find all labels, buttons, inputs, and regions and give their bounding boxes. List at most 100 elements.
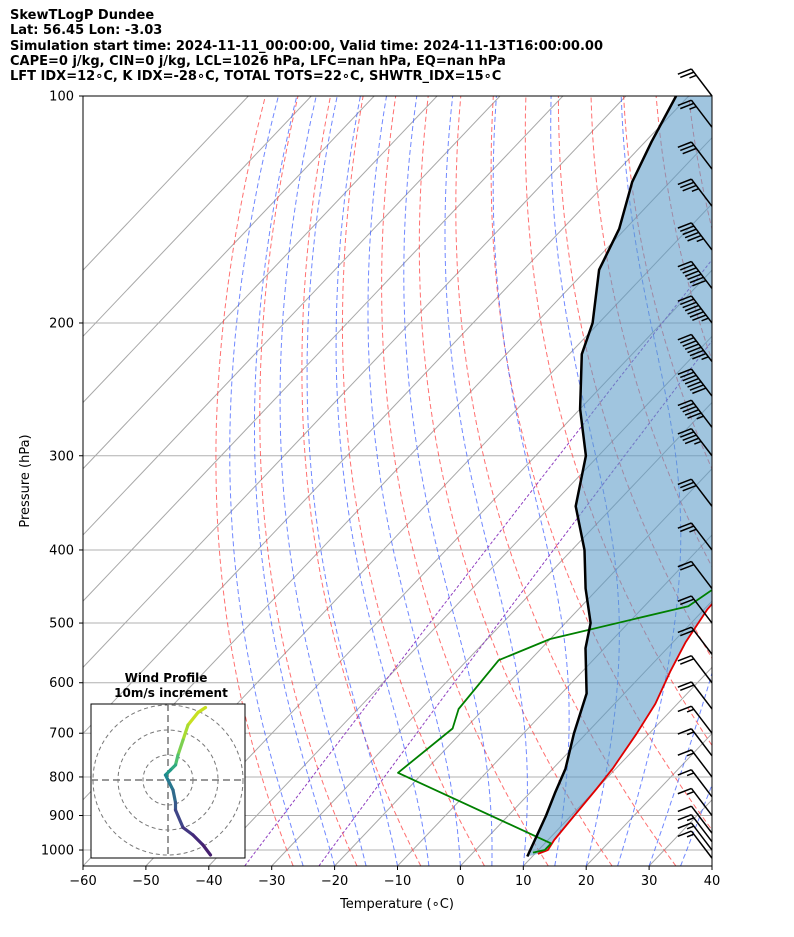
wind-barbs [677,68,713,859]
barb-flag [677,728,692,735]
sounding-profiles [397,96,712,858]
dry-adiabat [786,96,794,866]
wind-barb [677,99,713,128]
wind-barb [677,595,713,624]
x-tick-label: −50 [132,874,159,889]
hodograph-trace-segment [173,808,185,830]
x-tick-label: 10 [515,874,532,889]
wind-barb [677,478,713,507]
barb-flag [677,478,692,486]
wind-barb [677,368,713,397]
barb-staff [690,728,713,757]
isotherm-line [83,96,249,271]
y-tick-label: 900 [49,809,74,824]
mixing-ratio-line [244,258,712,866]
isotherm-line [711,865,712,866]
isotherm-line [334,468,712,866]
isotherm-line [83,96,438,470]
hodograph-inset: Wind Profile 10m/s increment [90,671,246,859]
barb-flag [684,409,699,416]
barb-staff [690,399,713,428]
barb-flag [684,304,699,312]
barb-flag [677,260,692,268]
y-tick-label: 100 [49,90,74,105]
moist-adiabat [492,96,570,866]
barb-flag [680,598,695,606]
barb-flag [677,654,692,662]
barb-flag [680,144,695,152]
y-axis-label: Pressure (hPa) [18,434,33,527]
wind-barb [677,178,713,207]
y-tick-label: 500 [49,617,74,632]
barb-flag [682,184,697,192]
x-tick-label: −30 [258,874,285,889]
barb-half-flag [689,528,697,533]
dry-adiabat [524,96,712,747]
isotherm-line [83,96,564,602]
moist-adiabat [335,96,430,866]
barb-staff [690,368,713,397]
barb-flag [677,141,692,148]
x-tick-label: 0 [456,874,464,889]
temperature-deficit-shading [527,96,712,857]
barb-flag [689,311,704,318]
barb-half-flag [689,105,697,110]
barb-flag [687,346,702,354]
barb-flag [677,626,692,634]
barb-flag [677,705,692,713]
barb-flag [680,431,695,438]
barb-half-flag [701,356,709,361]
barb-half-flag [686,833,695,838]
dry-adiabat [490,96,712,831]
hodograph-title: Wind Profile [125,671,208,685]
barb-flag [684,270,699,277]
moist-adiabat [680,783,712,866]
x-tick-label: −20 [321,874,348,889]
x-tick-label: −40 [195,874,222,889]
barb-flag [677,522,692,529]
barb-flag [677,822,692,829]
barb-flag [680,481,695,489]
moist-adiabat [744,96,794,866]
hodograph-trace-segment [191,833,205,847]
dry-adiabat [381,96,549,866]
y-tick-label: 200 [49,316,74,331]
barb-flag [677,595,692,602]
barb-half-flag [694,440,702,445]
sim-times: Simulation start time: 2024-11-11_00:00:… [10,38,603,54]
barb-staff [690,655,713,684]
barb-flag [682,301,697,309]
barb-flag [677,813,692,821]
moist-adiabat [367,96,461,866]
barb-flag [680,225,695,233]
barb-flag [684,343,699,351]
barb-flag [680,684,695,692]
barb-staff [690,787,713,816]
barb-staff [690,334,713,363]
barb-flag [682,434,697,442]
barb-flag [677,99,692,107]
wind-barb [677,427,713,457]
barb-staff [690,830,713,859]
barb-flag [677,222,692,229]
wind-barb [677,822,713,851]
moist-adiabat [444,96,528,866]
barb-staff [690,681,713,710]
isotherm-line [585,732,712,866]
barb-flag [677,681,692,688]
barb-flag [680,402,695,410]
y-tick-label: 800 [49,770,74,785]
chart-title: SkewTLogP Dundee [10,8,155,23]
hodograph-subtitle: 10m/s increment [114,686,228,700]
hodograph-trace-segment [181,723,190,742]
wind-barb [677,681,713,710]
barb-flag [687,412,702,419]
barb-staff [690,814,713,843]
dry-adiabat [341,96,485,866]
hodograph-trace-segment [171,788,178,805]
barb-staff [690,769,713,798]
barb-flag [680,102,695,110]
barb-flag [680,263,695,271]
barb-flag [689,349,704,357]
wind-barb [677,295,713,324]
